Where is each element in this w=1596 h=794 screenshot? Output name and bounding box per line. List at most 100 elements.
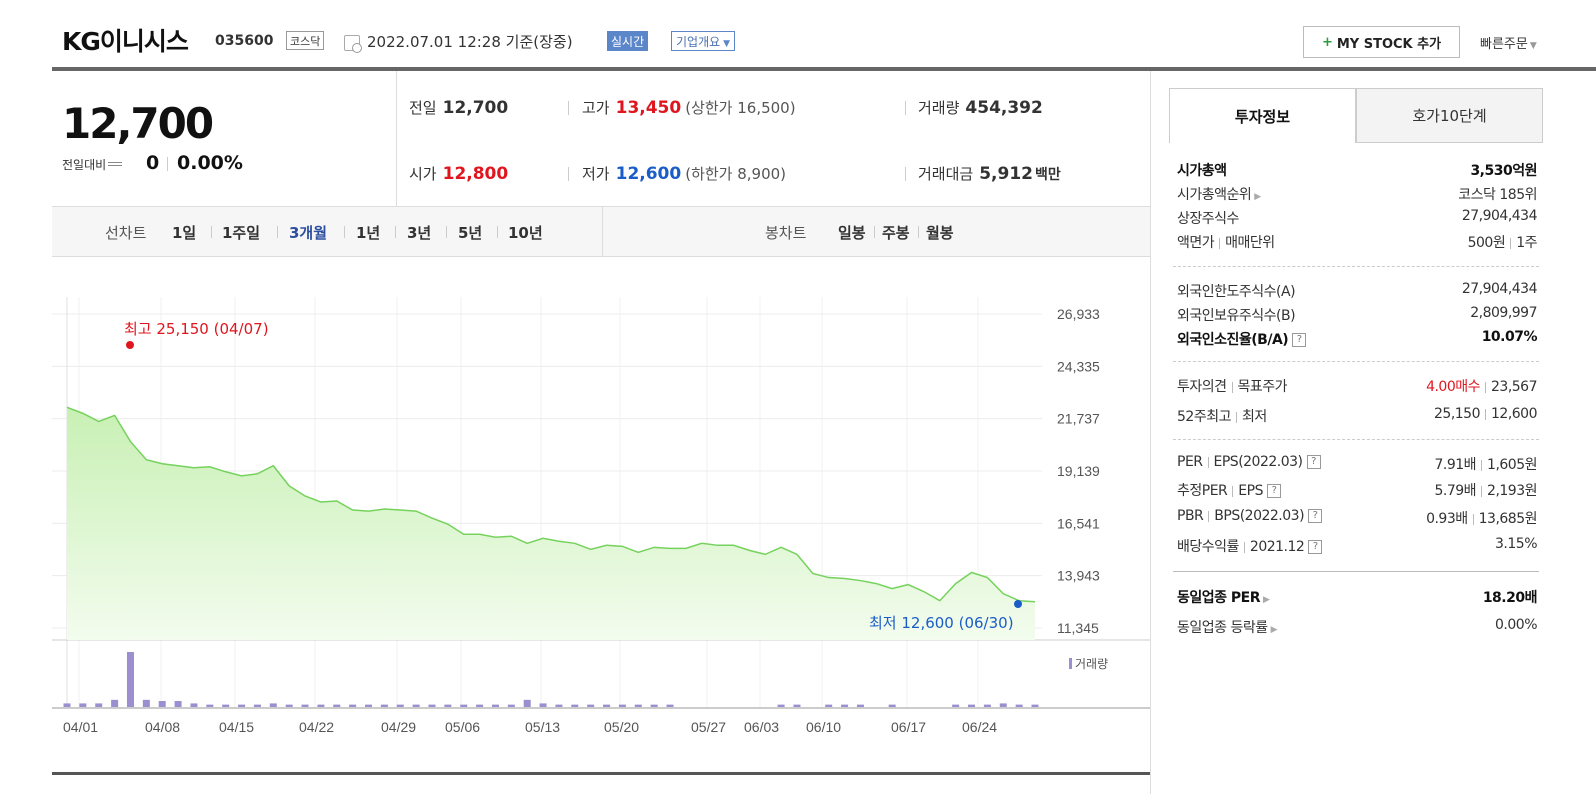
volume-bar bbox=[523, 699, 531, 707]
volume-bar bbox=[111, 699, 119, 707]
sector-change-row[interactable]: 동일업종 등락률 ▶ 0.00% bbox=[1177, 617, 1537, 636]
y-tick-label: 13,943 bbox=[1057, 568, 1100, 584]
prev-close: 전일 12,700 bbox=[409, 98, 509, 118]
volume-bar bbox=[333, 704, 341, 707]
divider bbox=[905, 101, 906, 115]
volume-bar bbox=[571, 704, 579, 707]
volume-bar bbox=[856, 704, 864, 707]
x-tick-label: 04/01 bbox=[63, 719, 98, 735]
help-icon[interactable]: ? bbox=[1266, 484, 1281, 498]
volume-bar bbox=[476, 704, 484, 707]
max-marker bbox=[126, 341, 134, 349]
volume-bar bbox=[555, 704, 563, 707]
open-price: 시가 12,800 bbox=[409, 164, 509, 184]
market-badge: 코스닥 bbox=[286, 31, 325, 50]
help-icon[interactable]: ? bbox=[1308, 540, 1323, 554]
date-text: 2022.07.01 12:28 기준(장중) bbox=[367, 33, 573, 51]
tab-weekly[interactable]: 주봉 bbox=[882, 224, 910, 242]
x-tick-label: 04/22 bbox=[299, 719, 334, 735]
volume-bar bbox=[396, 704, 404, 707]
realtime-button[interactable]: 실시간 bbox=[607, 31, 649, 51]
volume-bar bbox=[428, 704, 436, 707]
volume-bar bbox=[539, 703, 547, 707]
volume-bar bbox=[999, 703, 1007, 707]
y-tick-label: 16,541 bbox=[1057, 515, 1100, 531]
volume-bar bbox=[507, 704, 515, 707]
x-tick-label: 04/08 bbox=[145, 719, 180, 735]
quick-order-button[interactable]: 빠른주문 ▼ bbox=[1480, 33, 1537, 52]
change-percent: 0.00% bbox=[177, 152, 243, 174]
tab-1y[interactable]: 1년 bbox=[356, 224, 381, 242]
line-chart-label: 선차트 bbox=[105, 224, 147, 242]
tab-3y[interactable]: 3년 bbox=[407, 224, 432, 242]
volume-bar bbox=[285, 704, 293, 707]
candle-chart-label: 봉차트 bbox=[765, 224, 807, 242]
divider bbox=[568, 101, 569, 115]
stock-code: 035600 bbox=[215, 33, 274, 49]
x-tick-label: 06/03 bbox=[744, 719, 779, 735]
volume-bar bbox=[222, 704, 230, 707]
help-icon[interactable]: ? bbox=[1308, 509, 1323, 523]
volume-bar bbox=[1031, 704, 1039, 707]
divider bbox=[446, 226, 447, 238]
chart-svg: 26,933 24,335 21,737 19,139 16,541 13,943 11,3… bbox=[52, 297, 1150, 735]
volume-bar bbox=[63, 703, 71, 707]
tab-1w[interactable]: 1주일 bbox=[222, 224, 261, 242]
volume-bar bbox=[190, 703, 198, 707]
tab-3m[interactable]: 3개월 bbox=[289, 224, 328, 242]
tab-1d[interactable]: 1일 bbox=[172, 224, 197, 242]
volume-bar bbox=[888, 704, 896, 707]
help-icon[interactable]: ? bbox=[1292, 333, 1307, 347]
volume-bar bbox=[174, 701, 182, 707]
y-tick-label: 26,933 bbox=[1057, 306, 1100, 322]
tab-investment-info[interactable]: 투자정보 bbox=[1169, 88, 1356, 143]
header: KG이니시스 035600 코스닥 2022.07.01 12:28 기준(장중… bbox=[0, 0, 1596, 68]
chevron-right-icon: ▶ bbox=[1263, 595, 1270, 605]
change-value: 0 bbox=[146, 152, 160, 174]
dividend-row: 배당수익률 2021.12? 3.15% bbox=[1177, 536, 1537, 555]
trade-amount: 거래대금 5,912 백만 bbox=[918, 164, 1061, 184]
high-price: 고가 13,450 (상한가 16,500) bbox=[582, 98, 796, 118]
chevron-down-icon: ▼ bbox=[1529, 41, 1537, 51]
tab-5y[interactable]: 5년 bbox=[458, 224, 483, 242]
company-name[interactable]: KG이니시스 bbox=[62, 27, 189, 56]
tab-order-book[interactable]: 호가10단계 bbox=[1356, 88, 1543, 143]
divider bbox=[918, 226, 919, 238]
volume-bar bbox=[349, 704, 357, 707]
divider bbox=[167, 157, 168, 171]
tab-monthly[interactable]: 월봉 bbox=[926, 224, 954, 242]
tab-10y[interactable]: 10년 bbox=[508, 224, 543, 242]
x-tick-label: 06/10 bbox=[806, 719, 841, 735]
chart-tabs: 선차트 1일 1주일 3개월 1년 3년 5년 10년 봉차트 일봉 주봉 월봉 bbox=[52, 207, 1150, 257]
divider bbox=[211, 226, 212, 238]
volume-bar bbox=[79, 703, 87, 707]
foreign-ratio-row: 외국인소진율(B/A)? 10.07% bbox=[1177, 329, 1538, 348]
chart-bottom-line bbox=[52, 772, 1150, 775]
sector-per-row[interactable]: 동일업종 PER ▶ 18.20배 bbox=[1177, 590, 1538, 606]
my-stock-add-button[interactable]: + MY STOCK 추가 bbox=[1303, 26, 1460, 58]
volume-bar bbox=[253, 704, 261, 707]
company-info-button[interactable]: 기업개요 ▼ bbox=[671, 31, 736, 51]
tab-daily[interactable]: 일봉 bbox=[838, 224, 866, 242]
x-tick-label: 06/17 bbox=[891, 719, 926, 735]
chevron-right-icon: ▶ bbox=[1270, 625, 1278, 635]
divider bbox=[602, 207, 603, 257]
flat-icon bbox=[108, 162, 123, 166]
y-tick-label: 11,345 bbox=[1057, 620, 1099, 636]
change-label: 전일대비 bbox=[62, 156, 124, 173]
volume-bar bbox=[269, 703, 277, 707]
top-divider bbox=[52, 67, 1596, 71]
volume-bar bbox=[603, 704, 611, 707]
investment-info-table: 시가총액 3,530억원 시가총액순위 ▶ 코스닥 185위 상장주식수 27,904,… bbox=[1173, 143, 1539, 638]
foreign-hold-row: 외국인보유주식수(B) 2,809,997 bbox=[1177, 305, 1537, 324]
volume-bar bbox=[365, 704, 373, 707]
market-cap-rank-row[interactable]: 시가총액순위 ▶ 코스닥 185위 bbox=[1177, 187, 1537, 203]
volume-bar bbox=[952, 704, 960, 707]
price-chart: 26,933 24,335 21,737 19,139 16,541 13,943 11,3… bbox=[52, 257, 1150, 777]
chevron-down-icon: ▼ bbox=[723, 39, 731, 49]
help-icon[interactable]: ? bbox=[1306, 455, 1321, 469]
par-row: 액면가 매매단위 500원 1주 bbox=[1177, 235, 1537, 251]
clock-icon bbox=[344, 35, 362, 53]
volume-bar bbox=[301, 704, 309, 707]
opinion-row: 투자의견 목표주가 4.00매수 23,567 bbox=[1177, 379, 1538, 395]
